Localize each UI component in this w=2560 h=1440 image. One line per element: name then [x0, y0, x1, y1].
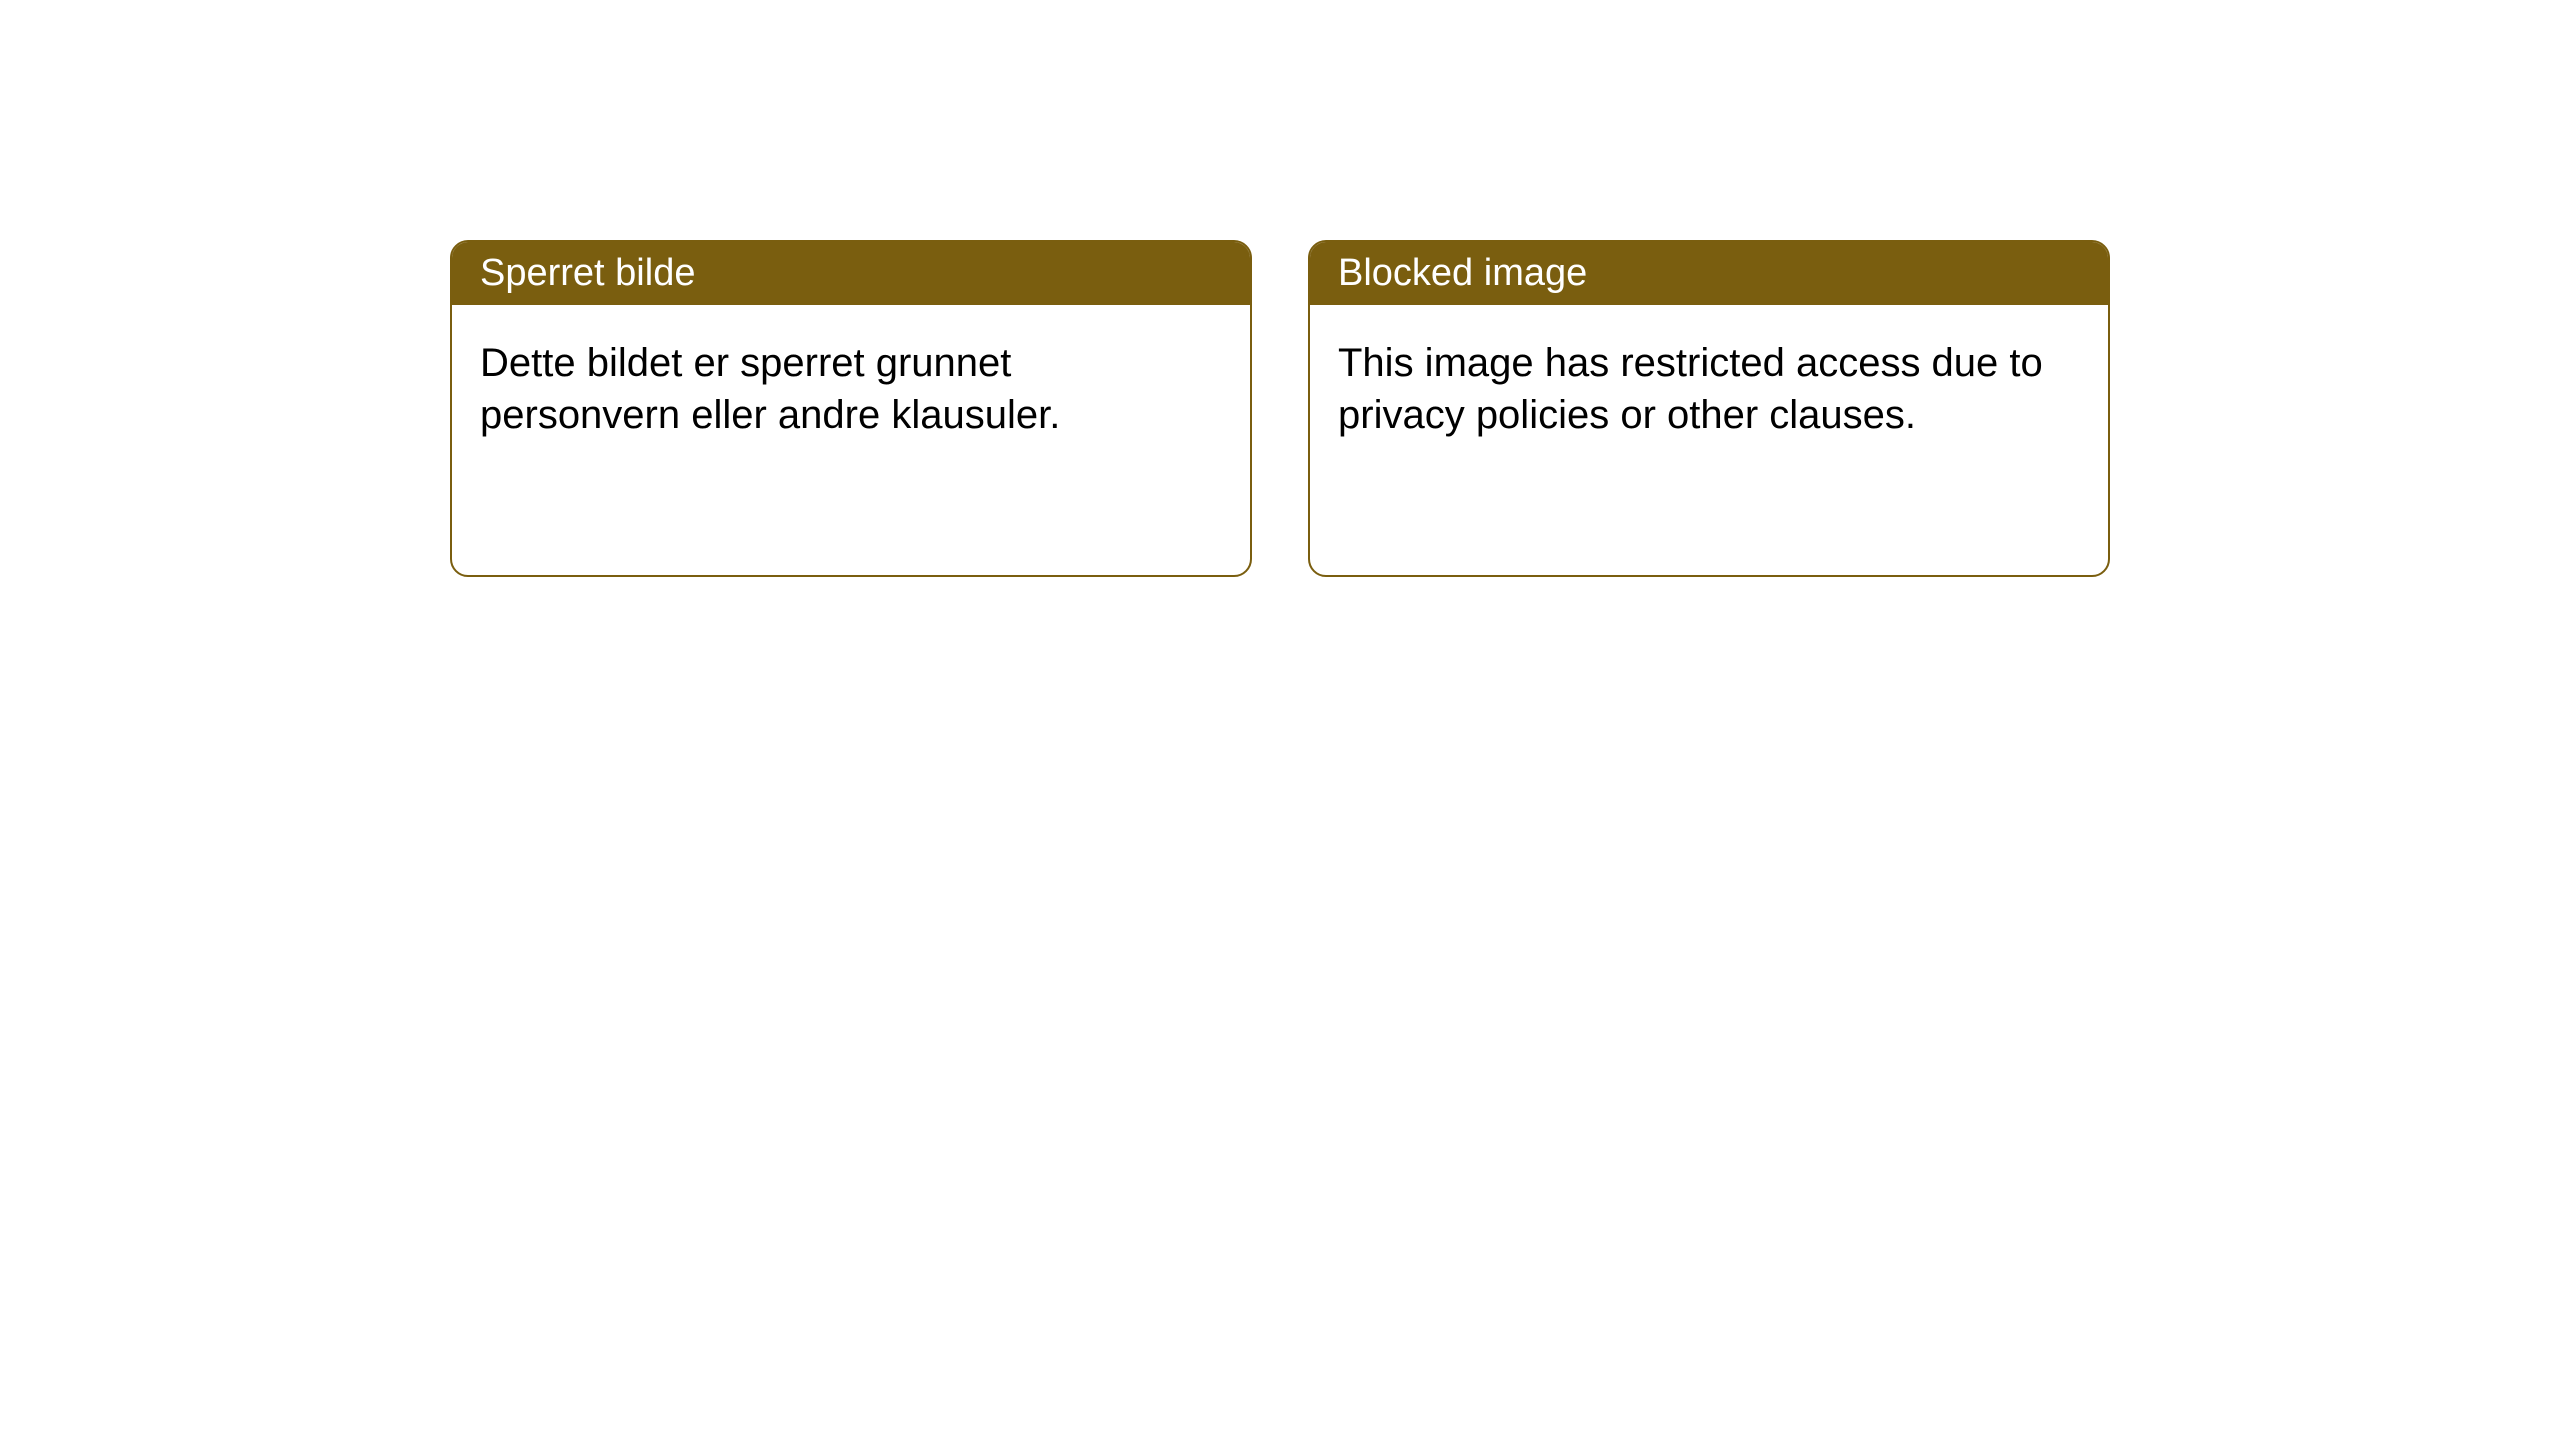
- notice-container: Sperret bilde Dette bildet er sperret gr…: [450, 240, 2110, 577]
- notice-card-norwegian: Sperret bilde Dette bildet er sperret gr…: [450, 240, 1252, 577]
- notice-message: This image has restricted access due to …: [1338, 341, 2043, 437]
- notice-card-header: Blocked image: [1310, 242, 2108, 305]
- notice-card-header: Sperret bilde: [452, 242, 1250, 305]
- notice-title: Sperret bilde: [480, 252, 695, 294]
- notice-title: Blocked image: [1338, 252, 1587, 294]
- notice-card-english: Blocked image This image has restricted …: [1308, 240, 2110, 577]
- notice-message: Dette bildet er sperret grunnet personve…: [480, 341, 1060, 437]
- notice-card-body: Dette bildet er sperret grunnet personve…: [452, 305, 1250, 575]
- notice-card-body: This image has restricted access due to …: [1310, 305, 2108, 575]
